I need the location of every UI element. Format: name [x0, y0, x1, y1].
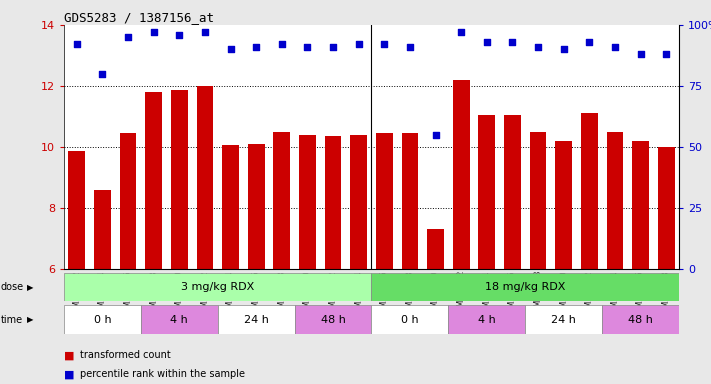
Point	[225, 46, 236, 53]
Text: 0 h: 0 h	[401, 314, 419, 325]
Point	[276, 41, 287, 48]
Bar	[64, 305, 141, 334]
Point	[379, 41, 390, 48]
Bar	[632, 141, 649, 269]
Text: dose: dose	[1, 282, 24, 292]
Bar	[453, 80, 469, 269]
Bar	[376, 133, 392, 269]
Text: ■: ■	[64, 350, 75, 360]
Text: 24 h: 24 h	[244, 314, 269, 325]
Bar	[402, 133, 418, 269]
Text: GDS5283 / 1387156_at: GDS5283 / 1387156_at	[64, 12, 214, 25]
Text: 18 mg/kg RDX: 18 mg/kg RDX	[485, 282, 565, 292]
Point	[405, 44, 416, 50]
Point	[122, 34, 134, 40]
Text: 3 mg/kg RDX: 3 mg/kg RDX	[181, 282, 255, 292]
Text: 0 h: 0 h	[94, 314, 111, 325]
Bar	[294, 305, 371, 334]
Text: percentile rank within the sample: percentile rank within the sample	[80, 369, 245, 379]
Text: ■: ■	[64, 369, 75, 379]
Text: ▶: ▶	[27, 283, 33, 291]
Bar	[141, 305, 218, 334]
Point	[97, 71, 108, 77]
Bar	[427, 229, 444, 269]
Point	[558, 46, 570, 53]
Bar	[371, 305, 449, 334]
Point	[481, 39, 493, 45]
Point	[71, 41, 82, 48]
Bar	[371, 273, 679, 301]
Point	[353, 41, 364, 48]
Bar	[504, 115, 520, 269]
Point	[661, 51, 672, 57]
Bar	[64, 273, 371, 301]
Point	[430, 132, 442, 138]
Bar	[68, 151, 85, 269]
Text: 48 h: 48 h	[321, 314, 346, 325]
Bar	[602, 305, 679, 334]
Bar	[555, 141, 572, 269]
Text: 48 h: 48 h	[628, 314, 653, 325]
Bar	[325, 136, 341, 269]
Point	[250, 44, 262, 50]
Point	[173, 31, 185, 38]
Bar	[299, 135, 316, 269]
Bar	[223, 146, 239, 269]
Point	[507, 39, 518, 45]
Bar	[218, 305, 294, 334]
Point	[301, 44, 313, 50]
Bar	[171, 91, 188, 269]
Text: 4 h: 4 h	[171, 314, 188, 325]
Bar	[658, 147, 675, 269]
Text: time: time	[1, 314, 23, 325]
Bar	[530, 132, 546, 269]
Bar	[351, 135, 367, 269]
Point	[609, 44, 621, 50]
Bar	[581, 113, 598, 269]
Text: 4 h: 4 h	[478, 314, 496, 325]
Point	[327, 44, 338, 50]
Bar	[248, 144, 264, 269]
Point	[584, 39, 595, 45]
Text: transformed count: transformed count	[80, 350, 171, 360]
Point	[635, 51, 646, 57]
Bar	[274, 132, 290, 269]
Text: ▶: ▶	[27, 315, 33, 324]
Point	[456, 29, 467, 35]
Bar	[197, 86, 213, 269]
Bar	[119, 133, 137, 269]
Bar	[145, 92, 162, 269]
Bar	[479, 115, 495, 269]
Bar	[525, 305, 602, 334]
Bar	[94, 190, 111, 269]
Point	[199, 29, 210, 35]
Bar	[449, 305, 525, 334]
Bar	[606, 132, 624, 269]
Point	[533, 44, 544, 50]
Text: 24 h: 24 h	[551, 314, 576, 325]
Point	[148, 29, 159, 35]
